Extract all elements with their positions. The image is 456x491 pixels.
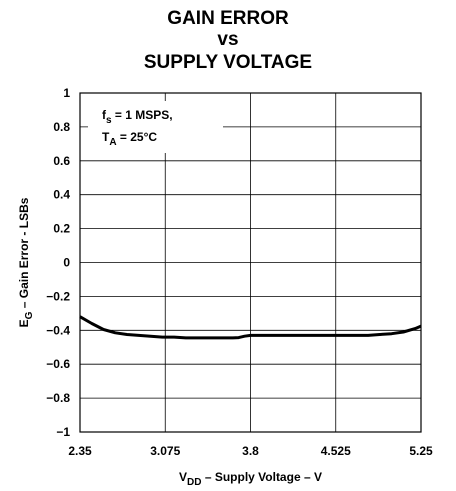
x-tick-labels: 2.35 3.075 3.8 4.525 5.25 — [68, 444, 433, 458]
y-tick-label: −0.8 — [46, 391, 70, 405]
y-tick-label: 0.2 — [53, 222, 70, 236]
y-tick-label: 0.4 — [53, 188, 70, 202]
annotation-subscript: s — [106, 115, 112, 126]
y-tick-label: 0.6 — [53, 154, 70, 168]
x-tick-label: 4.525 — [321, 444, 351, 458]
y-tick-label: −0.2 — [46, 289, 70, 303]
x-tick-label: 5.25 — [409, 444, 433, 458]
y-axis-label-group: EG – Gain Error - LSBs — [17, 197, 35, 327]
y-tick-label: 0 — [63, 256, 70, 270]
y-tick-labels: 1 0.8 0.6 0.4 0.2 0 −0.2 −0.4 −0.6 −0.8 −1 — [46, 86, 70, 439]
annotation-symbol: f — [102, 108, 107, 122]
annotation-line: TA = 25°C — [102, 130, 157, 148]
plot-frame — [79, 92, 422, 433]
x-axis-label-group: VDD – Supply Voltage – V — [179, 470, 322, 488]
x-tick-label: 3.075 — [150, 444, 180, 458]
series-line — [79, 315, 422, 340]
annotation-text: = 1 MSPS, — [112, 108, 173, 122]
y-axis-label: EG – Gain Error - LSBs — [17, 197, 35, 327]
x-tick-label: 2.35 — [68, 444, 92, 458]
y-tick-label: −0.6 — [46, 357, 70, 371]
y-tick-label: 1 — [63, 86, 70, 100]
annotation: fs = 1 MSPS,TA = 25°C — [102, 108, 173, 148]
annotation-text: = 25°C — [117, 130, 158, 144]
annotation-subscript: A — [109, 137, 116, 148]
x-tick-label: 3.8 — [242, 444, 259, 458]
annotation-line: fs = 1 MSPS, — [102, 108, 173, 126]
annotation-box — [88, 101, 223, 153]
y-tick-label: 0.8 — [53, 120, 70, 134]
annotation-symbol: T — [102, 130, 110, 144]
y-tick-label: −1 — [56, 425, 70, 439]
chart-title-line-3: SUPPLY VOLTAGE — [143, 52, 313, 73]
y-tick-label: −0.4 — [46, 323, 70, 337]
x-axis-label: VDD – Supply Voltage – V — [179, 470, 322, 488]
chart-title-line-1: GAIN ERROR — [167, 8, 289, 29]
chart-title-line-2: vs — [217, 29, 239, 50]
